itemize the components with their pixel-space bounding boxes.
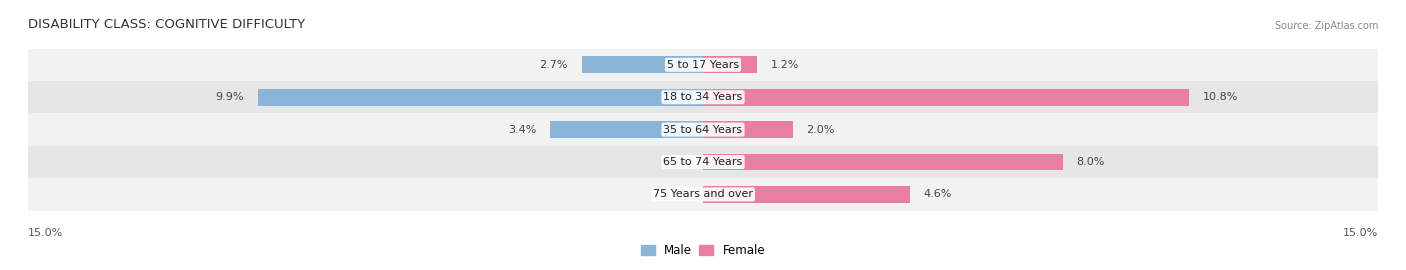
Text: DISABILITY CLASS: COGNITIVE DIFFICULTY: DISABILITY CLASS: COGNITIVE DIFFICULTY bbox=[28, 18, 305, 31]
Bar bbox=[703, 154, 1063, 170]
Bar bbox=[703, 121, 793, 138]
Text: 10.8%: 10.8% bbox=[1202, 92, 1237, 102]
Bar bbox=[703, 89, 1189, 106]
Bar bbox=[28, 49, 1378, 81]
Text: 2.0%: 2.0% bbox=[807, 124, 835, 135]
Text: 15.0%: 15.0% bbox=[28, 228, 63, 238]
Bar bbox=[582, 56, 703, 73]
Bar bbox=[28, 146, 1378, 178]
Text: 15.0%: 15.0% bbox=[1343, 228, 1378, 238]
Bar bbox=[703, 56, 756, 73]
Text: 5 to 17 Years: 5 to 17 Years bbox=[666, 60, 740, 70]
Bar bbox=[28, 81, 1378, 113]
Text: 65 to 74 Years: 65 to 74 Years bbox=[664, 157, 742, 167]
Text: Source: ZipAtlas.com: Source: ZipAtlas.com bbox=[1274, 21, 1378, 31]
Text: 2.7%: 2.7% bbox=[540, 60, 568, 70]
Text: 35 to 64 Years: 35 to 64 Years bbox=[664, 124, 742, 135]
Text: 1.2%: 1.2% bbox=[770, 60, 799, 70]
Bar bbox=[28, 178, 1378, 211]
Bar bbox=[28, 113, 1378, 146]
Legend: Male, Female: Male, Female bbox=[636, 239, 770, 261]
Text: 18 to 34 Years: 18 to 34 Years bbox=[664, 92, 742, 102]
Text: 9.9%: 9.9% bbox=[215, 92, 245, 102]
Text: 0.0%: 0.0% bbox=[661, 157, 689, 167]
Bar bbox=[703, 186, 910, 203]
Text: 75 Years and over: 75 Years and over bbox=[652, 189, 754, 200]
Text: 8.0%: 8.0% bbox=[1077, 157, 1105, 167]
Bar bbox=[550, 121, 703, 138]
Text: 4.6%: 4.6% bbox=[924, 189, 952, 200]
Text: 0.0%: 0.0% bbox=[661, 189, 689, 200]
Bar bbox=[257, 89, 703, 106]
Text: 3.4%: 3.4% bbox=[508, 124, 537, 135]
